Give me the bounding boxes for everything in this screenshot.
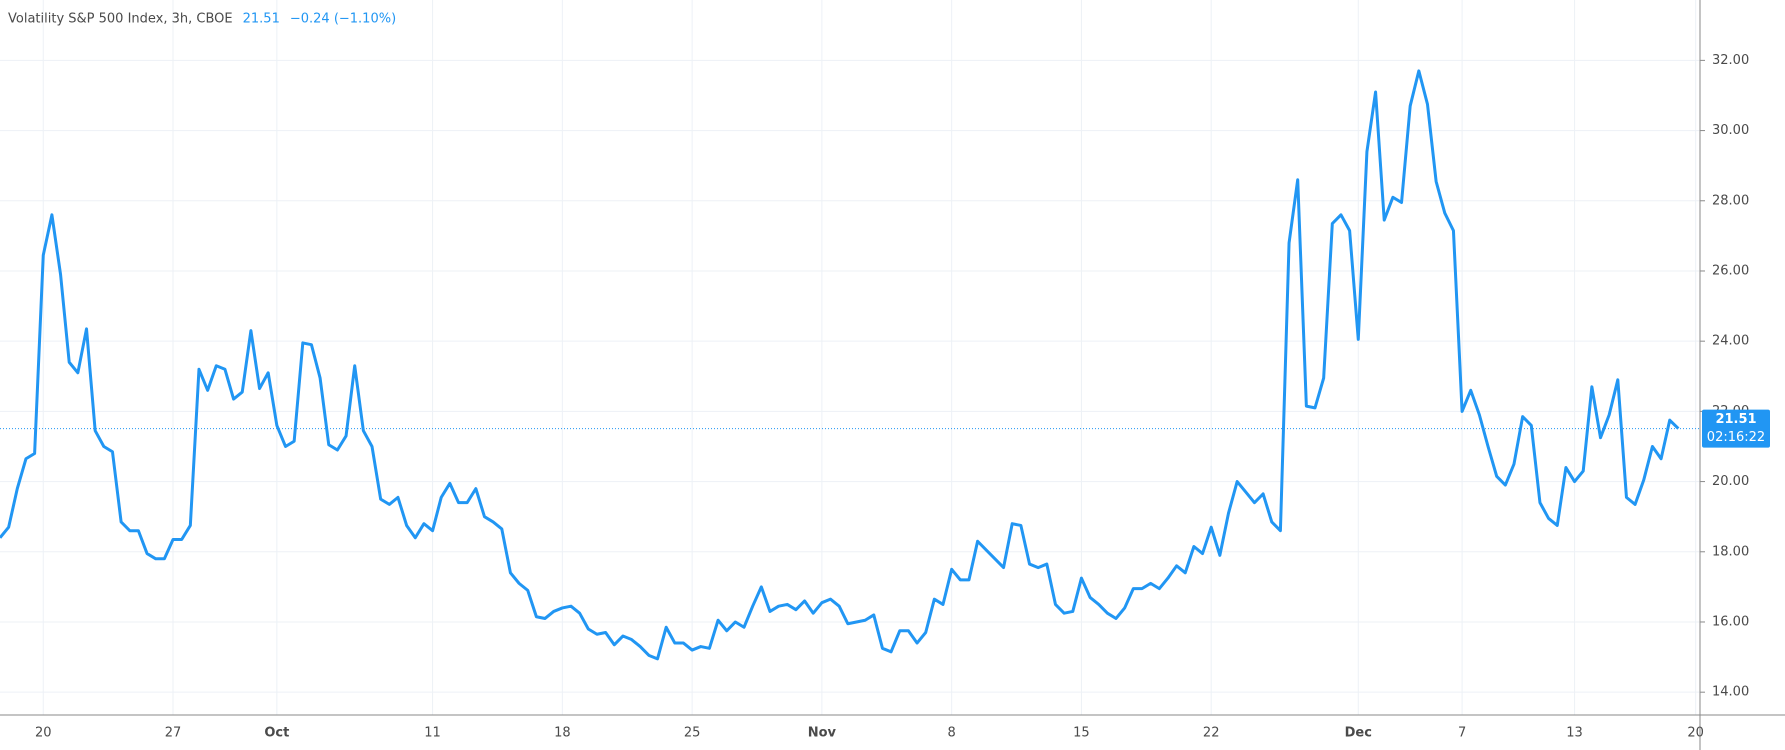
x-tick-label: Nov: [808, 726, 837, 741]
y-tick-label: 28.00: [1712, 193, 1749, 208]
y-tick-label: 16.00: [1712, 614, 1749, 629]
x-tick-label: 8: [948, 726, 956, 741]
x-tick-label: Oct: [264, 726, 289, 741]
countdown-label: 02:16:22: [1707, 430, 1765, 445]
x-tick-label: 25: [684, 726, 701, 741]
x-tick-label: 18: [554, 726, 571, 741]
x-tick-label: 20: [35, 726, 52, 741]
chart-title: Volatility S&P 500 Index, 3h, CBOE: [8, 12, 233, 27]
y-tick-label: 18.00: [1712, 544, 1749, 559]
y-tick-label: 20.00: [1712, 474, 1749, 489]
y-tick-label: 14.00: [1712, 685, 1749, 700]
x-tick-label: 22: [1203, 726, 1220, 741]
x-tick-label: 11: [424, 726, 441, 741]
x-tick-label: 15: [1073, 726, 1090, 741]
y-tick-label: 32.00: [1712, 53, 1749, 68]
x-tick-label: 7: [1458, 726, 1466, 741]
x-tick-label: 20: [1687, 726, 1704, 741]
last-price-tag: [1702, 409, 1770, 448]
x-tick-label: 13: [1566, 726, 1583, 741]
price-line: [0, 69, 1680, 661]
x-tick-label: Dec: [1345, 726, 1372, 741]
y-tick-label: 26.00: [1712, 263, 1749, 278]
price-change: −0.24 (−1.10%): [290, 12, 396, 27]
last-price-label: 21.51: [1715, 412, 1756, 427]
y-tick-label: 30.00: [1712, 123, 1749, 138]
y-tick-label: 24.00: [1712, 334, 1749, 349]
last-price: 21.51: [243, 12, 280, 27]
x-tick-label: 27: [165, 726, 182, 741]
